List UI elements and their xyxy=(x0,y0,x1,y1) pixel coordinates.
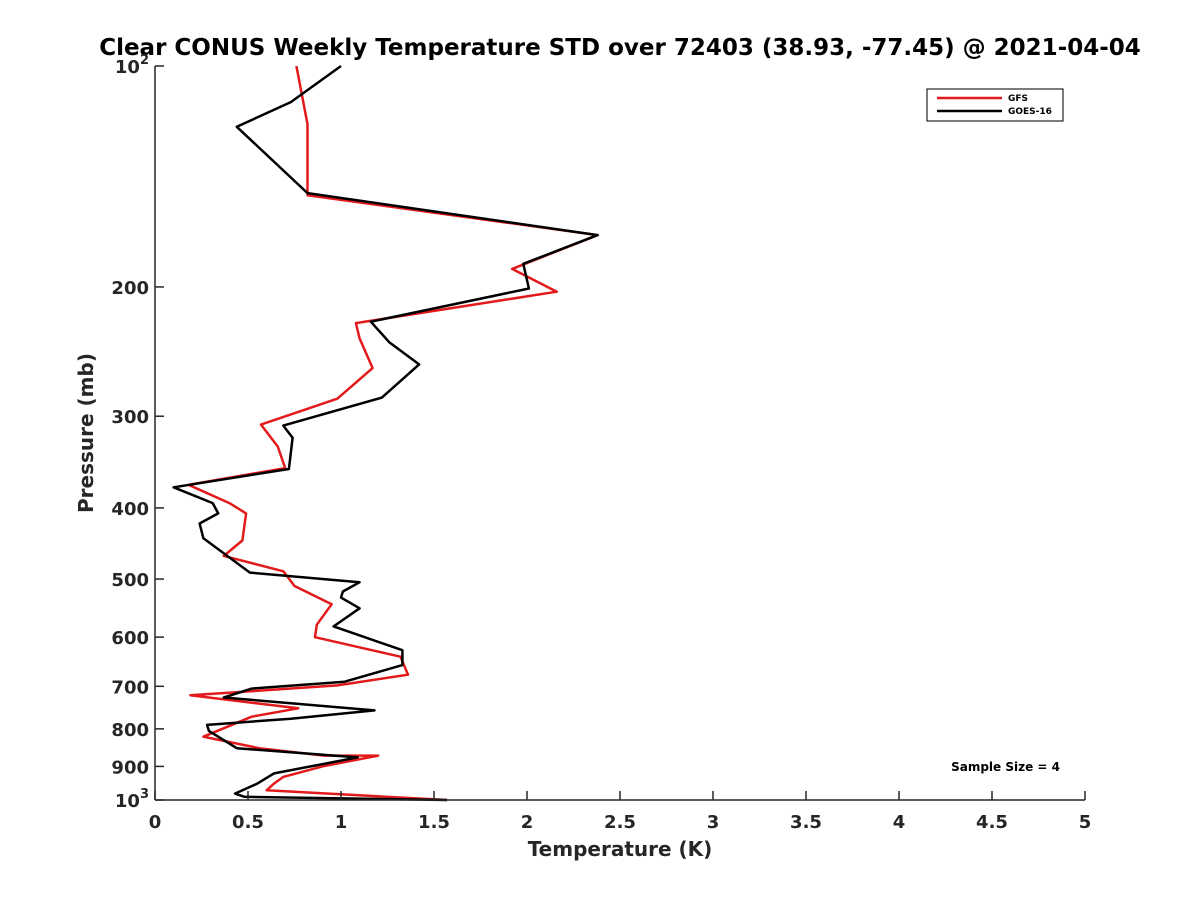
legend-label-gfs: GFS xyxy=(1008,94,1028,104)
x-tick-label: 0.5 xyxy=(232,812,264,833)
legend-label-goes16: GOES-16 xyxy=(1008,107,1052,117)
chart-title: Clear CONUS Weekly Temperature STD over … xyxy=(99,35,1141,61)
series-line-goes16 xyxy=(172,64,599,802)
y-tick-label: 900 xyxy=(111,757,149,778)
x-tick-label: 4.5 xyxy=(976,812,1008,833)
x-tick-label: 0 xyxy=(149,812,162,833)
legend-box xyxy=(926,88,1064,122)
x-axis-label: Temperature (K) xyxy=(528,837,713,861)
y-tick-label: 500 xyxy=(111,570,149,591)
y-tick-label: 200 xyxy=(111,278,149,299)
x-tick-label: 1 xyxy=(335,812,348,833)
y-tick-label: 102 xyxy=(115,53,149,78)
y-tick-label: 800 xyxy=(111,720,149,741)
x-tick-label: 3.5 xyxy=(790,812,822,833)
x-tick-label: 2.5 xyxy=(604,812,636,833)
y-tick-label: 300 xyxy=(111,407,149,428)
legend: GFS GOES-16 xyxy=(926,88,1064,122)
y-axis-label: Pressure (mb) xyxy=(74,353,98,513)
x-tick-label: 5 xyxy=(1079,812,1092,833)
y-tick-label: 700 xyxy=(111,677,149,698)
x-tick-label: 4 xyxy=(893,812,906,833)
sample-size-annotation: Sample Size = 4 xyxy=(951,760,1060,774)
y-tick-label: 600 xyxy=(111,628,149,649)
x-tick-label: 3 xyxy=(707,812,720,833)
x-tick-label: 2 xyxy=(521,812,534,833)
axes-layer: 0 0.5 1 1.5 2 2.5 3 3.5 4 4.5 5 102 200 300 400 500 600 7… xyxy=(111,53,1091,833)
series-layer xyxy=(172,64,599,802)
y-tick-label: 103 xyxy=(115,787,149,812)
y-tick-label: 400 xyxy=(111,499,149,520)
x-tick-label: 1.5 xyxy=(418,812,450,833)
